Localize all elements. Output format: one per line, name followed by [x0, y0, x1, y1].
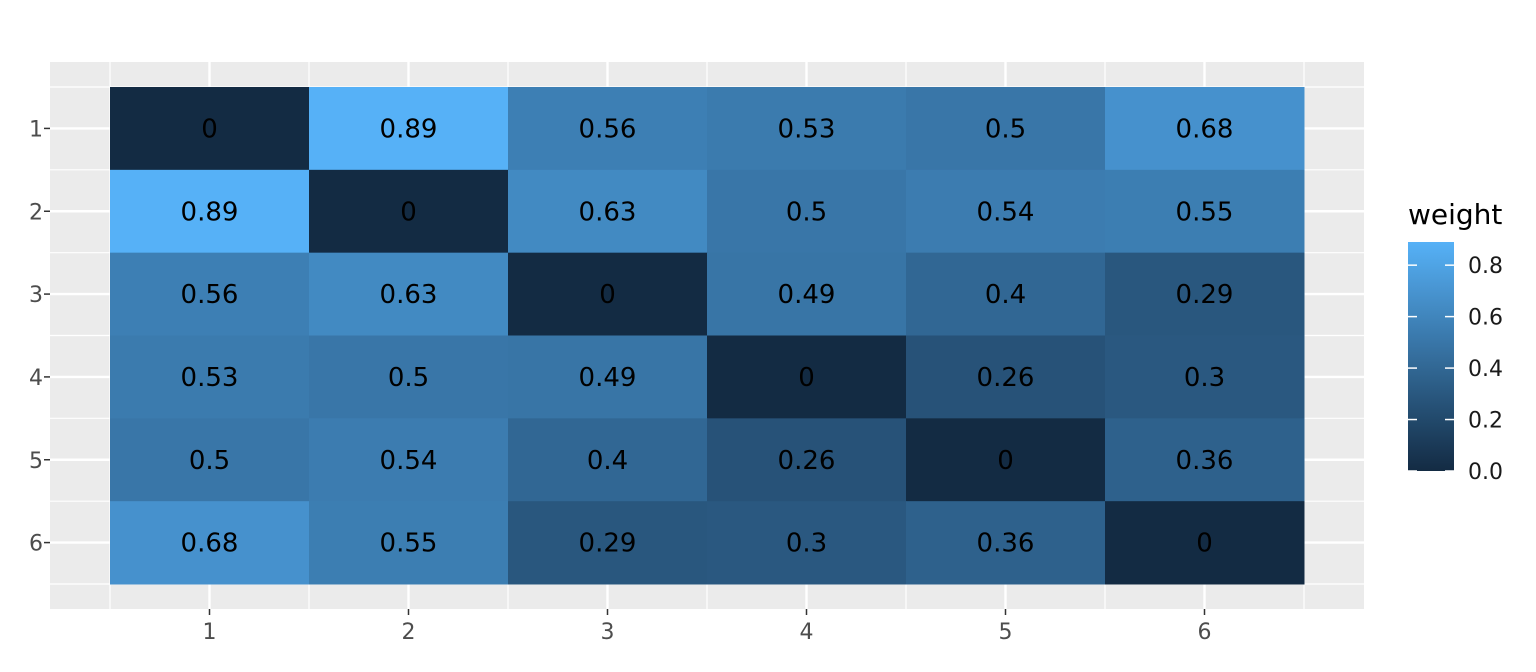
cell-value-label: 0.68: [181, 529, 239, 559]
y-tick-label: 2: [29, 200, 43, 225]
heatmap-cell: [508, 418, 708, 502]
y-tick-label: 4: [29, 366, 43, 391]
cell-value-label: 0.49: [778, 280, 836, 310]
x-tick-label: 4: [800, 620, 814, 645]
cell-value-label: 0: [997, 446, 1014, 476]
heatmap-cell: [906, 335, 1106, 419]
heatmap-cell: [309, 87, 509, 171]
heatmap-cell: [110, 335, 310, 419]
cell-value-label: 0.4: [587, 446, 628, 476]
legend-title: weight: [1408, 198, 1502, 231]
cell-value-label: 0.3: [786, 529, 827, 559]
heatmap-cell: [707, 169, 907, 254]
y-axis: 1 2 3 4 5 6: [29, 117, 50, 557]
legend-tick-label: 0.4: [1468, 357, 1503, 382]
cell-value-label: 0.49: [579, 363, 637, 393]
heatmap-cell: [110, 418, 310, 502]
heatmap-cell: [906, 418, 1106, 502]
heatmap-cell: [508, 87, 708, 171]
cell-value-label: 0.68: [1176, 114, 1234, 144]
cell-value-label: 0: [201, 114, 218, 144]
x-tick-label: 5: [999, 620, 1013, 645]
legend-colorbar: [1408, 242, 1454, 471]
x-tick-label: 2: [402, 620, 416, 645]
cell-value-label: 0.5: [985, 114, 1026, 144]
x-tick-label: 6: [1198, 620, 1212, 645]
heatmap-cell: [707, 418, 907, 502]
cell-value-label: 0.54: [380, 446, 438, 476]
cell-value-label: 0: [798, 363, 815, 393]
cell-value-label: 0.36: [1176, 446, 1234, 476]
heatmap-cell: [309, 252, 509, 336]
heatmap-cell: [1105, 335, 1305, 419]
heatmap-cell: [1105, 418, 1305, 502]
heatmap-cell: [110, 501, 310, 585]
cell-value-label: 0.5: [388, 363, 429, 393]
heatmap-cell-labels: 0 0.89 0.56 0.53 0.5 0.68 0.89 0 0.63 0.5 0.54 0.55…: [181, 114, 1234, 558]
cell-value-label: 0.26: [778, 446, 836, 476]
heatmap-cell: [1105, 169, 1305, 254]
heatmap-cell: [906, 87, 1106, 171]
y-tick-label: 1: [29, 117, 43, 142]
y-tick-label: 3: [29, 283, 43, 308]
heatmap-cell: [707, 501, 907, 585]
cell-value-label: 0.55: [380, 529, 438, 559]
x-tick-label: 3: [601, 620, 615, 645]
y-tick-label: 5: [29, 449, 43, 474]
cell-value-label: 0.5: [786, 197, 827, 227]
cell-value-label: 0.5: [189, 446, 230, 476]
heatmap-cell: [508, 335, 708, 419]
legend-tick-label: 0.6: [1468, 306, 1503, 331]
heatmap-cell: [707, 335, 907, 419]
cell-value-label: 0.63: [380, 280, 438, 310]
cell-value-label: 0.89: [181, 197, 239, 227]
heatmap-cell: [906, 169, 1106, 254]
cell-value-label: 0.56: [579, 114, 637, 144]
heatmap-cell: [1105, 252, 1305, 336]
heatmap-cell: [309, 335, 509, 419]
heatmap-cell: [110, 87, 310, 171]
cell-value-label: 0.54: [977, 197, 1035, 227]
legend-ticks: 0.0 0.2 0.4 0.6 0.8: [1408, 254, 1503, 485]
heatmap-cell: [1105, 87, 1305, 171]
cell-value-label: 0.53: [181, 363, 239, 393]
cell-value-label: 0: [599, 280, 616, 310]
heatmap-cell: [110, 169, 310, 254]
legend-tick-label: 0.0: [1468, 460, 1503, 485]
heatmap-cell: [309, 169, 509, 254]
cell-value-label: 0.63: [579, 197, 637, 227]
cell-value-label: 0.29: [1176, 280, 1234, 310]
cell-value-label: 0: [1196, 529, 1213, 559]
heatmap-cell: [707, 252, 907, 336]
legend-tick-label: 0.2: [1468, 409, 1503, 434]
x-tick-label: 1: [203, 620, 217, 645]
heatmap-cell: [906, 501, 1106, 585]
heatmap-cell: [707, 87, 907, 171]
heatmap-cell: [309, 418, 509, 502]
cell-value-label: 0.26: [977, 363, 1035, 393]
heatmap-cell: [508, 501, 708, 585]
cell-value-label: 0.3: [1184, 363, 1225, 393]
heatmap-cell: [508, 169, 708, 254]
cell-value-label: 0.4: [985, 280, 1026, 310]
cell-value-label: 0: [400, 197, 417, 227]
heatmap-cell: [110, 252, 310, 336]
heatmap-cell: [906, 252, 1106, 336]
legend: weight 0.0 0.2 0.4 0.6 0.8: [1408, 198, 1503, 485]
cell-value-label: 0.53: [778, 114, 836, 144]
cell-value-label: 0.29: [579, 529, 637, 559]
cell-value-label: 0.55: [1176, 197, 1234, 227]
cell-value-label: 0.89: [380, 114, 438, 144]
heatmap-cell: [309, 501, 509, 585]
y-tick-label: 6: [29, 532, 43, 557]
heatmap-cell: [1105, 501, 1305, 585]
legend-tick-label: 0.8: [1468, 254, 1503, 279]
x-axis: 1 2 3 4 5 6: [203, 609, 1212, 645]
heatmap-cell: [508, 252, 708, 336]
heatmap-cells: [110, 87, 1305, 585]
cell-value-label: 0.56: [181, 280, 239, 310]
cell-value-label: 0.36: [977, 529, 1035, 559]
